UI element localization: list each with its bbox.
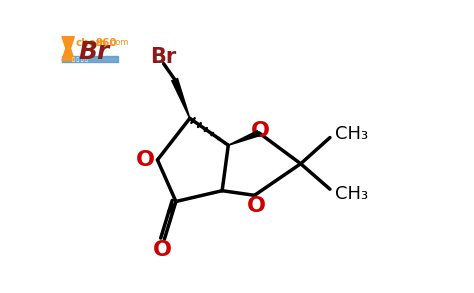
Text: O: O — [154, 240, 173, 260]
Text: O: O — [136, 150, 155, 170]
Text: 960: 960 — [95, 38, 117, 48]
Text: O: O — [251, 121, 270, 142]
Text: 化 工 产 品: 化 工 产 品 — [72, 57, 88, 62]
Text: CH₃: CH₃ — [335, 125, 368, 144]
Text: O: O — [246, 196, 265, 216]
Text: chem: chem — [76, 38, 108, 48]
Text: Br: Br — [150, 47, 177, 67]
Polygon shape — [228, 130, 260, 146]
Text: Br: Br — [78, 40, 109, 64]
Text: .com: .com — [108, 38, 128, 47]
Polygon shape — [62, 37, 74, 61]
Polygon shape — [171, 78, 191, 119]
Text: CH₃: CH₃ — [335, 185, 368, 203]
Polygon shape — [167, 201, 177, 215]
